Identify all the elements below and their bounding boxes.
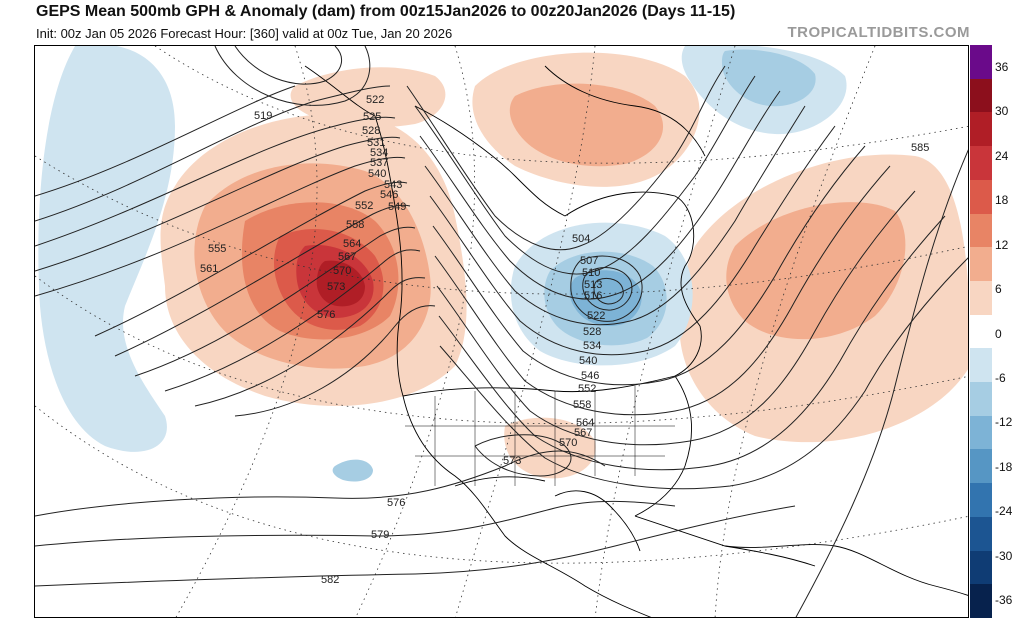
contour-label-576: 576 [317, 309, 335, 321]
contour-label-564-low: 564 [576, 417, 594, 429]
contour-label-567-low: 567 [574, 427, 592, 439]
contour-label-561: 561 [200, 263, 218, 275]
colorbar-segment [970, 348, 992, 383]
contour-label-564: 564 [343, 238, 361, 250]
contour-label-510: 510 [582, 267, 600, 279]
contour-label-552: 552 [355, 200, 373, 212]
colorbar-label: 24 [995, 148, 1009, 163]
contour-label-540-low: 540 [579, 355, 597, 367]
map-panel: 519 522 525 528 531 534 537 540 543 546 … [34, 45, 969, 618]
colorbar-segment [970, 247, 992, 282]
colorbar-label: 18 [995, 193, 1009, 208]
contour-label-528: 528 [362, 125, 380, 137]
contour-label-573: 573 [327, 281, 345, 293]
contour-label-531: 531 [367, 137, 385, 149]
contour-label-516: 516 [584, 290, 602, 302]
colorbar-label: -36 [995, 593, 1013, 607]
colorbar-segment [970, 550, 992, 585]
colorbar-label: 12 [995, 237, 1009, 252]
colorbar-label: 0 [995, 326, 1002, 341]
colorbar-segment [970, 314, 992, 349]
contour-label-573-gulf: 573 [503, 455, 521, 467]
colorbar-segment [970, 449, 992, 484]
contour-label-552-low: 552 [578, 383, 596, 395]
negative-anomaly-shading [38, 46, 847, 482]
anomaly-colorbar [970, 45, 992, 619]
colorbar-segment [970, 179, 992, 215]
colorbar-label: 30 [995, 104, 1009, 119]
colorbar-label: -6 [995, 370, 1006, 385]
colorbar-segment [970, 112, 992, 147]
contour-label-579-south: 579 [371, 529, 389, 541]
contour-label-504: 504 [572, 233, 590, 245]
contour-label-537: 537 [370, 157, 388, 169]
colorbar-segment [970, 516, 992, 552]
colorbar-label: -18 [995, 459, 1013, 474]
contour-label-558: 558 [346, 219, 364, 231]
contour-label-555: 555 [208, 243, 226, 255]
contour-label-549: 549 [388, 201, 406, 213]
colorbar-segment [970, 382, 992, 417]
contour-labels: 519 522 525 528 531 534 537 540 543 546 … [200, 94, 929, 586]
contour-label-519: 519 [254, 110, 272, 122]
height-contours [35, 46, 968, 617]
brand-watermark: TROPICALTIDBITS.COM [787, 24, 970, 41]
colorbar-segment [970, 213, 992, 248]
contour-label-528-low: 528 [583, 326, 601, 338]
colorbar-segment [970, 146, 992, 181]
contour-label-567: 567 [338, 251, 356, 263]
map-subtitle: Init: 00z Jan 05 2026 Forecast Hour: [36… [36, 26, 453, 41]
contour-label-576-south: 576 [387, 497, 405, 509]
colorbar-label: -12 [995, 415, 1013, 430]
colorbar-segment [970, 78, 992, 113]
contour-label-543: 543 [384, 179, 402, 191]
colorbar-label: 6 [995, 282, 1002, 297]
contour-label-558-low: 558 [573, 399, 591, 411]
map-title: GEPS Mean 500mb GPH & Anomaly (dam) from… [36, 3, 736, 20]
colorbar-segment [970, 483, 992, 518]
contour-label-570-gulf: 570 [559, 437, 577, 449]
contour-label-522-low: 522 [587, 310, 605, 322]
contour-label-525: 525 [363, 111, 381, 123]
colorbar-segment [970, 280, 992, 316]
colorbar-label: -24 [995, 504, 1013, 519]
contour-label-582-south: 582 [321, 574, 339, 586]
contour-label-546-low: 546 [581, 370, 599, 382]
colorbar-label: 36 [995, 60, 1009, 74]
colorbar-segment [970, 45, 992, 80]
contour-label-570: 570 [333, 265, 351, 277]
contour-label-585-atlantic: 585 [911, 142, 929, 154]
contour-label-522: 522 [366, 94, 384, 106]
contour-label-534: 534 [370, 147, 388, 159]
colorbar-segment [970, 415, 992, 450]
contour-label-513: 513 [584, 279, 602, 291]
coastlines [304, 65, 968, 617]
colorbar-label: -30 [995, 548, 1013, 563]
contour-label-507: 507 [580, 255, 598, 267]
contour-label-546: 546 [380, 189, 398, 201]
map-canvas: 519 522 525 528 531 534 537 540 543 546 … [35, 46, 968, 617]
contour-label-540: 540 [368, 168, 386, 180]
contour-label-534-low: 534 [583, 340, 601, 352]
colorbar-segment [970, 584, 992, 619]
